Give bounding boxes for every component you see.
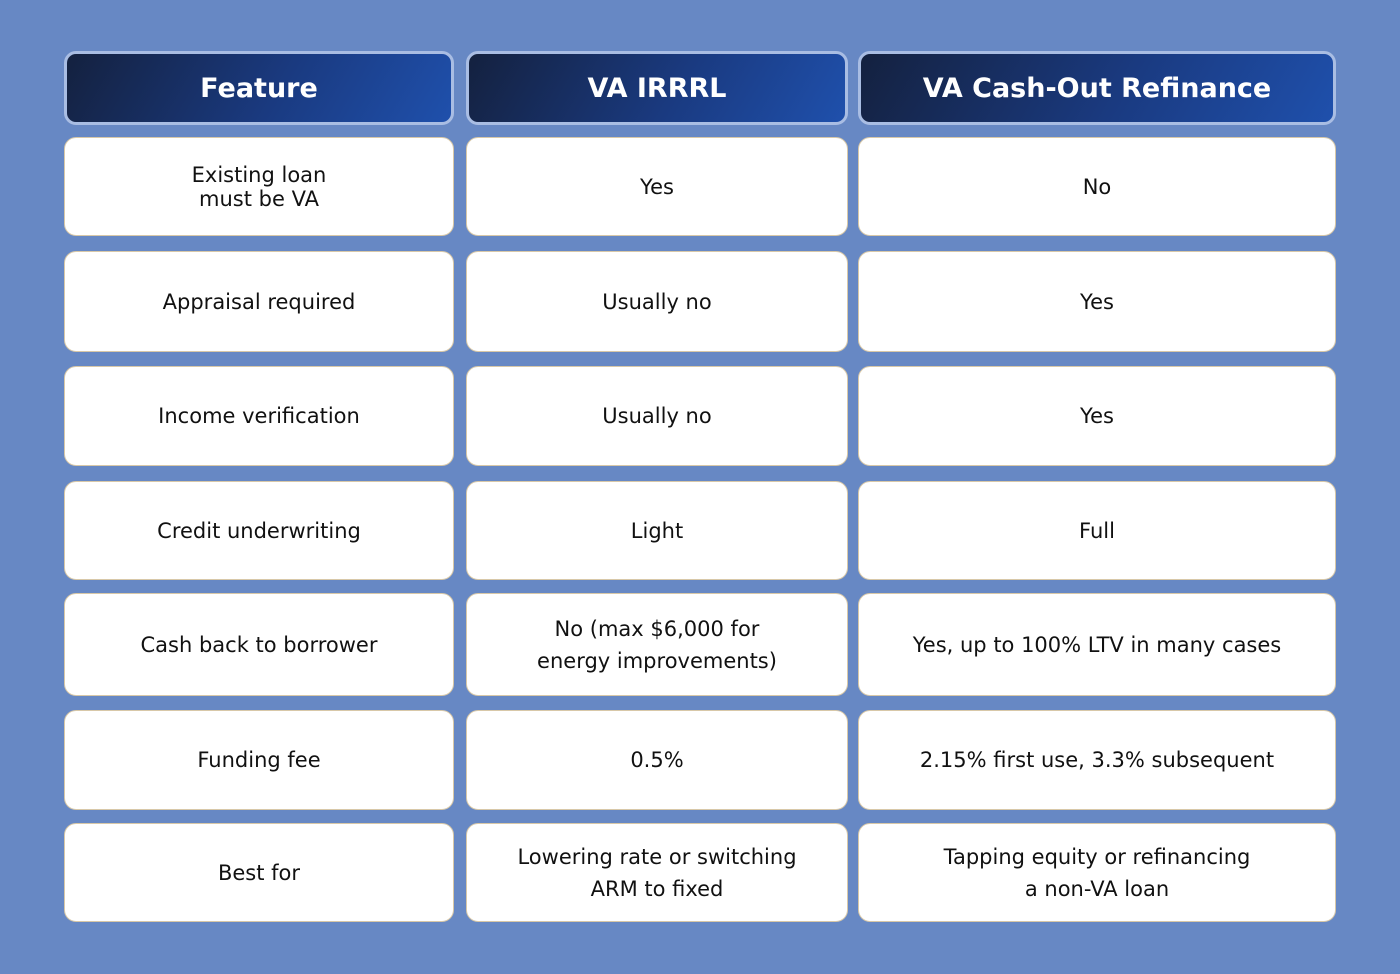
header-feature: Feature (64, 51, 454, 125)
table-cell-va-irrrl: Light (466, 481, 848, 580)
header-va-cash-out: VA Cash-Out Refinance (858, 51, 1336, 125)
table-cell-va-cash-out: Yes (858, 366, 1336, 466)
cell-text: Usually no (602, 404, 712, 428)
cell-text: Existing loan must be VA (191, 162, 327, 211)
cell-text: Best for (217, 860, 301, 885)
cell-text: 0.5% (630, 748, 684, 772)
cell-text: Yes, up to 100% LTV in many cases (912, 632, 1282, 657)
table-cell-va-cash-out: Tapping equity or refinancing a non-VA l… (858, 823, 1336, 922)
cell-text: Lowering rate or switching ARM to fixed (517, 844, 797, 901)
table-cell-feature: Credit underwriting (64, 481, 454, 580)
cell-text: Yes (640, 174, 674, 199)
header-label: Feature (200, 72, 318, 104)
table-cell-feature: Cash back to borrower (64, 593, 454, 696)
cell-text: Tapping equity or refinancing a non-VA l… (943, 844, 1251, 901)
table-cell-va-cash-out: Yes, up to 100% LTV in many cases (858, 593, 1336, 696)
cell-text: Light (630, 518, 684, 543)
header-label: VA Cash-Out Refinance (922, 72, 1272, 104)
cell-text: Usually no (602, 289, 712, 314)
header-va-irrrl: VA IRRRL (466, 51, 848, 125)
table-cell-va-irrrl: 0.5% (466, 710, 848, 810)
table-cell-va-irrrl: Usually no (466, 366, 848, 466)
table-cell-feature: Best for (64, 823, 454, 922)
table-cell-va-cash-out: Yes (858, 251, 1336, 352)
table-cell-feature: Funding fee (64, 710, 454, 810)
table-cell-va-irrrl: Usually no (466, 251, 848, 352)
cell-text: Yes (1080, 404, 1114, 428)
cell-text: Appraisal required (162, 289, 356, 314)
table-cell-va-cash-out: No (858, 137, 1336, 236)
table-cell-feature: Income verification (64, 366, 454, 466)
cell-text: 2.15% first use, 3.3% subsequent (919, 748, 1275, 772)
table-cell-va-irrrl: No (max $6,000 for energy improvements) (466, 593, 848, 696)
cell-text: Full (1079, 518, 1115, 543)
header-label: VA IRRRL (587, 72, 727, 104)
cell-text: No (1082, 174, 1112, 199)
table-cell-feature: Existing loan must be VA (64, 137, 454, 236)
cell-text: Income verification (158, 404, 360, 428)
cell-text: Funding fee (197, 748, 321, 772)
table-cell-feature: Appraisal required (64, 251, 454, 352)
cell-text: Cash back to borrower (140, 632, 378, 657)
cell-text: Credit underwriting (157, 518, 361, 543)
table-cell-va-irrrl: Yes (466, 137, 848, 236)
table-cell-va-irrrl: Lowering rate or switching ARM to fixed (466, 823, 848, 922)
cell-text: Yes (1080, 289, 1114, 314)
table-cell-va-cash-out: Full (858, 481, 1336, 580)
cell-text: No (max $6,000 for energy improvements) (537, 616, 777, 673)
table-cell-va-cash-out: 2.15% first use, 3.3% subsequent (858, 710, 1336, 810)
